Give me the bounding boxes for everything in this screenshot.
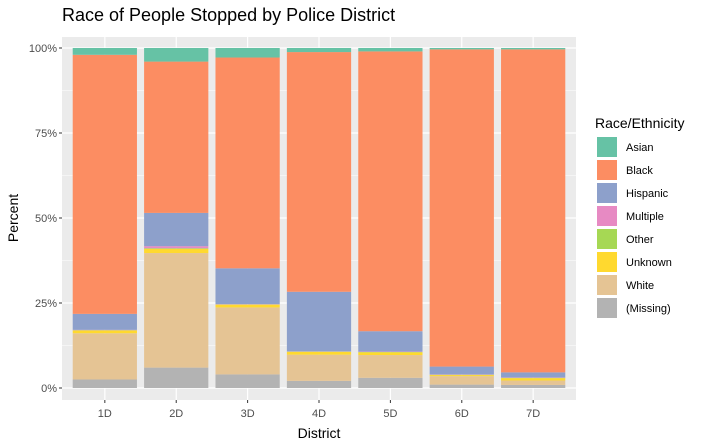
bar-segment — [429, 376, 494, 385]
legend-swatch — [597, 183, 617, 203]
bar-segment — [144, 367, 209, 388]
bar-segment — [215, 374, 280, 388]
legend-swatch — [597, 252, 617, 272]
bar-segment — [358, 377, 423, 388]
bar-segment — [215, 307, 280, 375]
bar-segment — [286, 354, 352, 381]
bar-segment — [429, 48, 494, 50]
y-tick-label: 75% — [35, 128, 57, 140]
bar-segment — [215, 48, 280, 58]
bar-segment — [286, 52, 352, 292]
bar-segment — [72, 379, 137, 388]
bar-segment — [144, 253, 209, 368]
bar-segment — [501, 378, 566, 381]
x-tick-label: 5D — [383, 408, 397, 420]
y-axis-title: Percent — [5, 194, 21, 242]
bar-segment — [501, 49, 566, 373]
bar-segment — [144, 248, 209, 254]
bar-segment — [429, 384, 494, 388]
bar-segment — [72, 313, 137, 330]
bar-segment — [429, 49, 494, 367]
bar-segment — [72, 48, 137, 55]
bar-segment — [286, 380, 352, 388]
bar-segment — [144, 246, 209, 249]
legend-swatch — [597, 137, 617, 157]
x-axis-title: District — [298, 425, 341, 441]
bar-segment — [286, 351, 352, 355]
bar-segment — [501, 380, 566, 385]
bar-segment — [215, 57, 280, 269]
x-tick-label: 4D — [312, 408, 326, 420]
bar-segment — [286, 48, 352, 53]
bar-segment — [144, 48, 209, 62]
legend-label: Other — [626, 234, 654, 246]
bar-segment — [358, 48, 423, 52]
legend-swatch — [597, 229, 617, 249]
x-axis: 1D 2D 3D 4D 5D 6D 7D — [98, 400, 540, 420]
legend-swatch — [597, 160, 617, 180]
bar-segment — [501, 48, 566, 50]
bar-segment — [358, 331, 423, 352]
legend-swatch — [597, 275, 617, 295]
bar-segment — [429, 375, 494, 377]
legend-label: Hispanic — [626, 188, 669, 200]
y-tick-label: 50% — [35, 213, 57, 225]
x-tick-label: 3D — [241, 408, 255, 420]
y-tick-label: 100% — [29, 43, 57, 55]
legend-swatch — [597, 298, 617, 318]
bar-segment — [358, 355, 423, 378]
legend-title: Race/Ethnicity — [595, 115, 684, 131]
bars-group — [72, 48, 566, 388]
bar-segment — [144, 248, 209, 249]
y-tick-label: 0% — [41, 383, 57, 395]
chart-title: Race of People Stopped by Police Distric… — [62, 5, 395, 25]
bar-segment — [501, 384, 566, 388]
x-tick-label: 6D — [455, 408, 469, 420]
legend-label: Black — [626, 165, 653, 177]
legend-label: Unknown — [626, 257, 672, 269]
x-tick-label: 1D — [98, 408, 112, 420]
bar-segment — [72, 54, 137, 314]
bar-segment — [215, 304, 280, 308]
bar-segment — [215, 268, 280, 305]
bar-segment — [72, 330, 137, 334]
legend-label: White — [626, 280, 654, 292]
x-tick-label: 2D — [169, 408, 183, 420]
bar-segment — [501, 372, 566, 378]
legend-label: Multiple — [626, 211, 664, 223]
y-axis: 0% 25% 50% 75% 100% — [29, 43, 62, 395]
x-tick-label: 7D — [526, 408, 540, 420]
legend-label: Asian — [626, 142, 654, 154]
bar-segment — [72, 333, 137, 380]
legend-swatch — [597, 206, 617, 226]
bar-segment — [358, 352, 423, 356]
y-tick-label: 25% — [35, 298, 57, 310]
bar-segment — [144, 61, 209, 213]
legend: Race/Ethnicity Asian Black Hispanic Multipl… — [595, 115, 684, 318]
bar-segment — [358, 51, 423, 332]
bar-segment — [429, 366, 494, 375]
bar-segment — [286, 291, 352, 352]
legend-label: (Missing) — [626, 303, 671, 315]
bar-segment — [144, 212, 209, 247]
